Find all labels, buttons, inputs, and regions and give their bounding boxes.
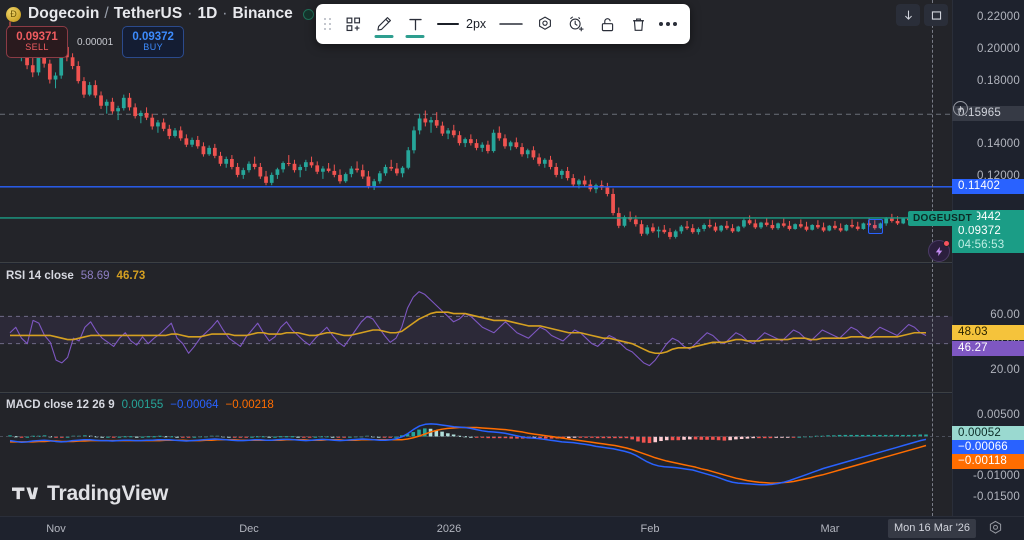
macd-signal-badge[interactable]: −0.00118: [952, 454, 1024, 470]
interval-label[interactable]: 1D: [197, 5, 218, 22]
rsi-tick-2: 20.00: [990, 364, 1020, 377]
time-scale[interactable]: Nov Dec 2026 Feb Mar Mon 16 Mar '26: [0, 516, 1024, 540]
symbol-price-tag: DOGEUSDT: [908, 210, 978, 226]
time-tick-3: Feb: [640, 523, 660, 535]
tradingview-wordmark: TradingView: [47, 482, 169, 505]
macd-legend-hist-value: 0.00155: [121, 399, 164, 411]
time-scale-settings-icon[interactable]: [987, 519, 1004, 536]
trash-icon[interactable]: [623, 7, 653, 41]
price-tick-0: 0.22000: [977, 11, 1020, 24]
rsi-value-badge[interactable]: 46.27: [952, 341, 1024, 357]
rsi-legend-name: RSI 14 close: [6, 270, 74, 282]
macd-tick-2: -0.01500: [973, 490, 1020, 503]
tradingview-logo-icon: [12, 487, 39, 499]
price-candles-svg: [0, 21, 952, 240]
macd-tick-0: 0.00500: [977, 409, 1020, 422]
macd-tick-1: -0.01000: [973, 470, 1020, 483]
crosshair-time-label: Mon 16 Mar '26: [887, 519, 977, 538]
spread-value: 0.00001: [77, 36, 114, 48]
sell-button[interactable]: 0.09371 SELL: [6, 26, 68, 58]
pane-divider-1: [0, 262, 1024, 263]
symbol-separator: /: [104, 5, 109, 22]
exchange-label[interactable]: Binance: [232, 5, 293, 22]
alert-notification-dot: [943, 240, 950, 247]
countdown-badge[interactable]: 04:56:53: [952, 237, 1024, 253]
settings-icon[interactable]: [530, 7, 560, 41]
symbol-base-name[interactable]: Dogecoin: [28, 5, 100, 22]
pencil-icon[interactable]: [369, 7, 399, 41]
macd-pane[interactable]: [0, 394, 952, 516]
dot-separator-1: ·: [187, 5, 193, 22]
sell-label: SELL: [25, 42, 49, 53]
rsi-tick-0: 60.00: [990, 309, 1020, 322]
macd-line-badge[interactable]: −0.00066: [952, 440, 1024, 456]
price-tick-2: 0.18000: [977, 74, 1020, 87]
line-width-selector[interactable]: 2px: [431, 17, 492, 31]
buy-button[interactable]: 0.09372 BUY: [122, 26, 185, 58]
rsi-legend-value-purple: 58.69: [80, 270, 110, 282]
pencil-active-indicator: [374, 35, 394, 38]
drawing-toolbar[interactable]: 2px: [316, 4, 691, 44]
price-tick-3: 0.14000: [977, 138, 1020, 151]
rsi-ma-badge[interactable]: 48.03: [952, 324, 1024, 340]
reset-chart-button[interactable]: [924, 4, 948, 26]
templates-icon[interactable]: [338, 7, 368, 41]
macd-hist-badge[interactable]: 0.00052: [952, 426, 1024, 442]
macd-legend[interactable]: MACD close 12 26 9 0.00155 −0.00064 −0.0…: [6, 399, 274, 411]
line-style-selector[interactable]: [493, 7, 529, 41]
current-price-badge[interactable]: 0.09372: [952, 223, 1024, 239]
buy-price: 0.09372: [132, 30, 174, 43]
price-scale[interactable]: 0.220000.200000.180000.140000.120000.080…: [952, 0, 1024, 516]
add-alert-icon[interactable]: [561, 7, 591, 41]
crosshair-price-label: 0.15965: [952, 106, 1024, 122]
macd-legend-signal-value: −0.00218: [225, 399, 274, 411]
lightning-icon: [935, 246, 942, 256]
macd-legend-macd-value: −0.00064: [170, 399, 219, 411]
macd-plot-svg: [0, 423, 952, 486]
line-width-preview: [437, 22, 459, 26]
text-active-indicator: [405, 35, 425, 38]
buy-label: BUY: [143, 42, 164, 53]
pane-action-buttons: [896, 4, 948, 26]
line-width-label: 2px: [466, 17, 487, 31]
alert-lightning-chip[interactable]: [928, 240, 950, 262]
price-tick-1: 0.20000: [977, 43, 1020, 56]
dogecoin-icon: Ð: [6, 6, 21, 22]
tradingview-watermark: TradingView: [12, 482, 168, 506]
time-tick-1: Dec: [239, 523, 259, 535]
trade-widget: 0.09371 SELL 0.00001 0.09372 BUY: [6, 26, 185, 58]
time-tick-0: Nov: [46, 523, 66, 535]
rsi-legend[interactable]: RSI 14 close 58.69 46.73: [6, 270, 145, 282]
symbol-quote-name[interactable]: TetherUS: [113, 5, 183, 22]
text-tool-icon[interactable]: [400, 7, 430, 41]
dot-separator-2: ·: [222, 5, 228, 22]
pane-divider-2: [0, 392, 1024, 393]
add-alert-button[interactable]: +: [953, 101, 968, 116]
resistance-price-badge[interactable]: 0.11402: [952, 178, 1024, 194]
time-tick-4: Mar: [820, 523, 840, 535]
unlock-icon[interactable]: [592, 7, 622, 41]
rsi-plot-svg: [0, 291, 952, 367]
scroll-to-realtime-button[interactable]: [896, 4, 920, 26]
macd-legend-name: MACD close 12 26 9: [6, 399, 115, 411]
sell-price: 0.09371: [16, 30, 58, 43]
rsi-legend-value-gold: 46.73: [116, 270, 146, 282]
drag-handle[interactable]: [320, 18, 337, 30]
time-tick-2: 2026: [436, 523, 462, 535]
exchange-status-icon: [302, 8, 314, 20]
more-options-icon[interactable]: [654, 22, 682, 26]
rsi-pane[interactable]: [0, 264, 952, 392]
selected-candle-marker[interactable]: [868, 218, 883, 234]
